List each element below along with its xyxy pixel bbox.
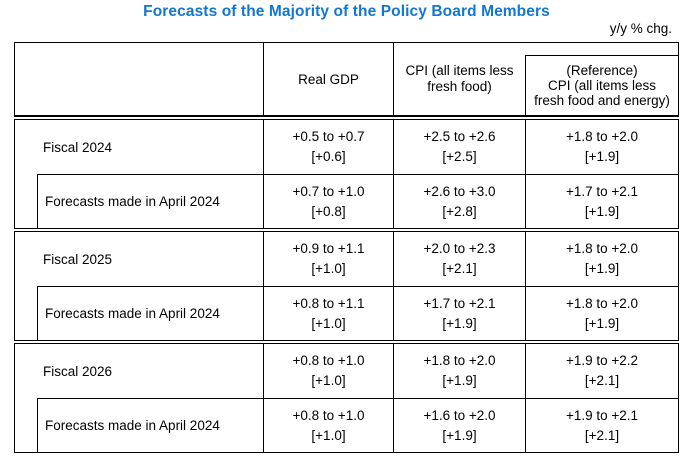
table-row-fiscal-2025: Fiscal 2025 +0.9 to +1.1 [+1.0] +2.0 to … bbox=[15, 232, 678, 286]
cpi-range: +2.0 to +2.3 bbox=[423, 241, 496, 256]
cell-fiscal2025-april-gdp: +0.8 to +1.1 [+1.0] bbox=[263, 286, 393, 340]
cell-fiscal2024-gdp: +0.5 to +0.7 [+0.6] bbox=[263, 120, 393, 174]
row-label-fiscal-2024: Fiscal 2024 bbox=[43, 139, 113, 155]
ref-range: +1.8 to +2.0 bbox=[565, 295, 639, 311]
ref-median: [+2.1] bbox=[584, 373, 620, 388]
header-cell-real-gdp: Real GDP bbox=[263, 43, 393, 115]
row-label-fiscal-2026: Fiscal 2026 bbox=[43, 363, 113, 379]
reference-header-box: (Reference) CPI (all items less fresh fo… bbox=[525, 55, 678, 115]
cpi-median: [+1.9] bbox=[442, 373, 477, 388]
ref-range: +1.8 to +2.0 bbox=[565, 241, 639, 256]
table-row-fiscal-2026: Fiscal 2026 +0.8 to +1.0 [+1.0] +1.8 to … bbox=[15, 344, 678, 398]
ref-median: [+1.9] bbox=[584, 203, 620, 219]
forecast-table: Real GDP CPI (all items less fresh food)… bbox=[14, 42, 679, 453]
table-row-fiscal-2024-april: Forecasts made in April 2024 +0.7 to +1.… bbox=[15, 174, 678, 228]
section-fiscal-2026: Fiscal 2026 +0.8 to +1.0 [+1.0] +1.8 to … bbox=[14, 343, 679, 453]
row-label-fiscal-2025: Fiscal 2025 bbox=[43, 251, 113, 267]
cell-fiscal2024-april-cpi: +2.6 to +3.0 [+2.8] bbox=[393, 174, 525, 228]
cpi-range: +1.6 to +2.0 bbox=[423, 407, 496, 423]
gdp-range: +0.7 to +1.0 bbox=[292, 183, 365, 199]
cell-fiscal2025-gdp: +0.9 to +1.1 [+1.0] bbox=[263, 232, 393, 286]
cell-fiscal2024-cpi: +2.5 to +2.6 [+2.5] bbox=[393, 120, 525, 174]
ref-median: [+1.9] bbox=[584, 261, 620, 276]
table-row-fiscal-2025-april: Forecasts made in April 2024 +0.8 to +1.… bbox=[15, 286, 678, 340]
gdp-range: +0.5 to +0.7 bbox=[292, 129, 365, 144]
cell-fiscal2026-april-ref: +1.9 to +2.1 [+2.1] bbox=[525, 398, 678, 452]
cell-fiscal2025-ref: +1.8 to +2.0 [+1.9] bbox=[525, 232, 678, 286]
gdp-median: [+1.0] bbox=[311, 373, 346, 388]
table-row-fiscal-2026-april: Forecasts made in April 2024 +0.8 to +1.… bbox=[15, 398, 678, 452]
header-cell-cpi: CPI (all items less fresh food) bbox=[393, 43, 525, 115]
cell-fiscal2026-gdp: +0.8 to +1.0 [+1.0] bbox=[263, 344, 393, 398]
unit-note: y/y % chg. bbox=[609, 21, 672, 36]
cell-fiscal2026-april-cpi: +1.6 to +2.0 [+1.9] bbox=[393, 398, 525, 452]
cell-fiscal2025-april-ref: +1.8 to +2.0 [+1.9] bbox=[525, 286, 678, 340]
cell-fiscal2024-ref: +1.8 to +2.0 [+1.9] bbox=[525, 120, 678, 174]
ref-range: +1.7 to +2.1 bbox=[565, 183, 639, 199]
gdp-median: [+1.0] bbox=[311, 315, 346, 331]
cell-fiscal2024-april-ref: +1.7 to +2.1 [+1.9] bbox=[525, 174, 678, 228]
april-forecast-indent-box: Forecasts made in April 2024 bbox=[37, 174, 263, 228]
header-cell-reference: (Reference) CPI (all items less fresh fo… bbox=[525, 43, 678, 115]
cpi-range: +1.8 to +2.0 bbox=[423, 353, 496, 368]
table-header-row: Real GDP CPI (all items less fresh food)… bbox=[14, 42, 679, 117]
cpi-range: +2.6 to +3.0 bbox=[423, 183, 496, 199]
gdp-median: [+0.6] bbox=[311, 149, 346, 164]
cell-fiscal2026-ref: +1.9 to +2.2 [+2.1] bbox=[525, 344, 678, 398]
cpi-range: +1.7 to +2.1 bbox=[423, 295, 496, 311]
cell-fiscal2025-cpi: +2.0 to +2.3 [+2.1] bbox=[393, 232, 525, 286]
ref-range: +1.9 to +2.1 bbox=[565, 407, 639, 423]
gdp-range: +0.8 to +1.1 bbox=[292, 295, 365, 311]
gdp-median: [+1.0] bbox=[311, 427, 346, 443]
page-title: Forecasts of the Majority of the Policy … bbox=[143, 3, 550, 20]
cell-fiscal2025-april-cpi: +1.7 to +2.1 [+1.9] bbox=[393, 286, 525, 340]
cpi-median: [+1.9] bbox=[442, 427, 477, 443]
ref-median: [+1.9] bbox=[584, 315, 620, 331]
section-fiscal-2024: Fiscal 2024 +0.5 to +0.7 [+0.6] +2.5 to … bbox=[14, 119, 679, 229]
ref-range: +1.8 to +2.0 bbox=[565, 129, 639, 144]
row-label-april-2024: Forecasts made in April 2024 bbox=[15, 286, 263, 340]
cpi-median: [+2.5] bbox=[442, 149, 477, 164]
section-fiscal-2025: Fiscal 2025 +0.9 to +1.1 [+1.0] +2.0 to … bbox=[14, 231, 679, 341]
gdp-range: +0.8 to +1.0 bbox=[292, 353, 365, 368]
cpi-median: [+1.9] bbox=[442, 315, 477, 331]
row-label-april-2024: Forecasts made in April 2024 bbox=[15, 398, 263, 452]
row-label-april-2024: Forecasts made in April 2024 bbox=[15, 174, 263, 228]
cpi-range: +2.5 to +2.6 bbox=[423, 129, 496, 144]
cpi-median: [+2.8] bbox=[442, 203, 477, 219]
cell-fiscal2026-cpi: +1.8 to +2.0 [+1.9] bbox=[393, 344, 525, 398]
gdp-median: [+0.8] bbox=[311, 203, 346, 219]
gdp-range: +0.8 to +1.0 bbox=[292, 407, 365, 423]
cell-fiscal2026-april-gdp: +0.8 to +1.0 [+1.0] bbox=[263, 398, 393, 452]
ref-median: [+2.1] bbox=[584, 427, 620, 443]
table-row-fiscal-2024: Fiscal 2024 +0.5 to +0.7 [+0.6] +2.5 to … bbox=[15, 120, 678, 174]
cell-fiscal2024-april-gdp: +0.7 to +1.0 [+0.8] bbox=[263, 174, 393, 228]
gdp-median: [+1.0] bbox=[311, 261, 346, 276]
april-forecast-indent-box: Forecasts made in April 2024 bbox=[37, 286, 263, 340]
april-forecast-indent-box: Forecasts made in April 2024 bbox=[37, 398, 263, 452]
ref-median: [+1.9] bbox=[584, 149, 620, 164]
header-cell-empty bbox=[15, 43, 263, 115]
gdp-range: +0.9 to +1.1 bbox=[292, 241, 365, 256]
ref-range: +1.9 to +2.2 bbox=[565, 353, 639, 368]
cpi-median: [+2.1] bbox=[442, 261, 477, 276]
